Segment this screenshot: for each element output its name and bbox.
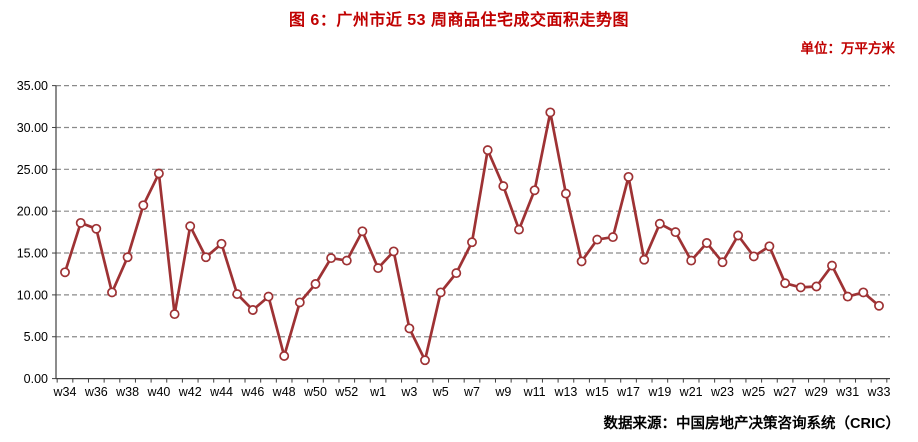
data-point-marker — [420, 355, 430, 366]
data-point-marker — [138, 200, 149, 211]
x-axis-tick-label: w25 — [741, 385, 765, 399]
data-point-marker — [169, 309, 180, 320]
data-point-marker — [341, 255, 352, 266]
data-point-marker — [874, 300, 884, 311]
data-point-marker — [451, 268, 462, 279]
data-point-marker — [482, 145, 493, 156]
y-axis-tick-label: 10.00 — [17, 288, 48, 302]
data-point-marker — [153, 168, 164, 179]
data-point-marker — [498, 181, 509, 192]
data-point-marker — [388, 246, 399, 257]
data-point-marker — [748, 251, 759, 262]
data-point-marker — [733, 230, 744, 241]
data-point-marker — [811, 281, 822, 292]
data-point-marker — [279, 351, 290, 361]
x-axis-tick-label: w46 — [240, 385, 264, 399]
x-axis-tick-label: w5 — [432, 385, 449, 399]
data-point-marker — [764, 241, 775, 252]
data-point-marker — [310, 279, 321, 289]
x-axis-tick-label: w15 — [585, 385, 609, 399]
data-point-marker — [91, 223, 102, 234]
data-point-marker — [529, 185, 540, 196]
data-point-marker — [467, 237, 477, 248]
data-point-marker — [326, 253, 337, 264]
data-point-marker — [607, 232, 618, 243]
x-axis-tick-label: w21 — [679, 385, 703, 399]
data-point-marker — [294, 297, 305, 308]
data-point-marker — [514, 224, 524, 235]
data-point-marker — [404, 323, 415, 334]
x-axis-tick-label: w17 — [616, 385, 640, 399]
x-axis-tick-label: w9 — [494, 385, 511, 399]
data-point-marker — [576, 256, 587, 267]
y-axis-tick-label: 20.00 — [17, 205, 48, 219]
y-axis-tick-label: 15.00 — [17, 247, 48, 261]
data-point-marker — [75, 217, 86, 228]
figure-title: 图 6：广州市近 53 周商品住宅成交面积走势图 — [288, 12, 630, 29]
x-axis-tick-label: w3 — [400, 385, 417, 399]
data-point-marker — [122, 252, 133, 263]
x-axis-tick-label: w44 — [209, 385, 233, 399]
x-axis-tick-label: w23 — [710, 385, 734, 399]
x-axis-tick-label: w33 — [867, 385, 891, 399]
x-axis-tick-label: w50 — [303, 385, 327, 399]
data-point-marker — [200, 252, 211, 263]
x-axis-tick-label: w40 — [146, 385, 170, 399]
y-axis-tick-label: 30.00 — [17, 121, 48, 135]
data-point-marker — [263, 291, 274, 302]
data-point-marker — [858, 287, 869, 298]
data-point-marker — [842, 291, 853, 302]
data-point-marker — [701, 238, 712, 248]
x-axis-tick-label: w13 — [553, 385, 577, 399]
data-point-marker — [435, 287, 446, 298]
unit-label: 单位：万平方米 — [800, 41, 896, 56]
x-axis-tick-label: w11 — [523, 385, 546, 399]
data-point-marker — [654, 218, 665, 229]
y-axis-tick-label: 0.00 — [24, 372, 48, 386]
y-axis-tick-label: 35.00 — [17, 79, 48, 93]
data-point-marker — [373, 263, 384, 274]
x-axis-tick-label: w27 — [773, 385, 797, 399]
data-point-marker — [592, 234, 603, 245]
x-axis-tick-label: w42 — [178, 385, 202, 399]
data-point-marker — [232, 289, 243, 300]
data-point-marker — [827, 260, 837, 271]
x-axis-tick-label: w7 — [463, 385, 480, 399]
source-label: 数据来源：中国房地产决策咨询系统（CRIC） — [603, 416, 900, 432]
x-axis-tick-label: w34 — [53, 385, 77, 399]
data-point-marker — [247, 305, 258, 315]
data-point-marker — [623, 171, 634, 182]
data-point-marker — [357, 226, 368, 237]
x-axis-tick-label: w29 — [804, 385, 828, 399]
data-point-marker — [560, 188, 571, 199]
data-point-marker — [545, 107, 556, 118]
data-point-marker — [717, 257, 728, 268]
data-point-marker — [216, 238, 227, 249]
x-axis-tick-label: w31 — [835, 385, 859, 399]
data-point-marker — [185, 221, 196, 232]
data-point-marker — [686, 255, 697, 266]
data-point-marker — [780, 278, 791, 289]
y-axis-tick-label: 25.00 — [17, 163, 48, 177]
data-point-marker — [639, 254, 650, 265]
data-series-line — [63, 111, 881, 362]
data-point-marker — [60, 267, 70, 278]
x-axis-tick-label: w36 — [84, 385, 108, 399]
x-axis-tick-label: w1 — [369, 385, 386, 399]
x-axis-tick-label: w19 — [647, 385, 671, 399]
x-axis-tick-label: w48 — [272, 385, 296, 399]
y-axis-tick-label: 5.00 — [24, 330, 48, 344]
x-axis-tick-label: w38 — [115, 385, 139, 399]
data-point-marker — [670, 227, 681, 238]
x-axis-tick-label: w52 — [334, 385, 358, 399]
data-point-marker — [795, 282, 806, 293]
data-point-marker — [107, 287, 117, 298]
